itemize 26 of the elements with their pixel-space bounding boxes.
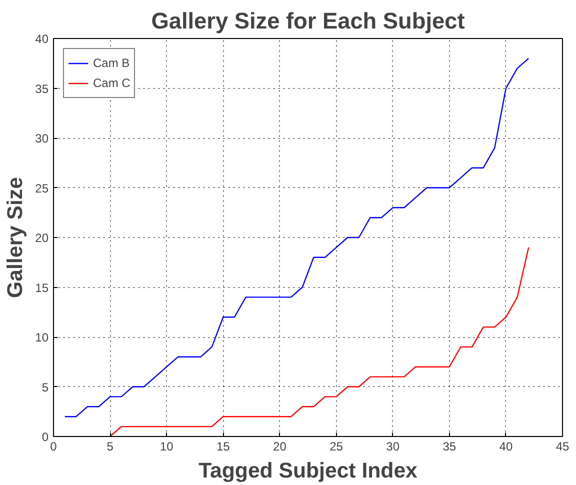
legend-label: Cam C — [93, 76, 130, 90]
x-tick-label: 40 — [499, 440, 513, 454]
y-tick-label: 35 — [35, 82, 49, 96]
y-axis-title: Gallery Size — [3, 176, 28, 298]
y-tick-label: 5 — [42, 380, 49, 394]
line-series — [109, 246, 530, 436]
chart-title: Gallery Size for Each Subject — [151, 8, 466, 34]
x-tick-label: 0 — [50, 440, 58, 454]
y-tick-label: 15 — [35, 280, 49, 295]
x-tick-label: 5 — [106, 440, 114, 454]
x-tick-label: 25 — [330, 440, 344, 454]
y-tick-label: 20 — [35, 231, 49, 245]
x-tick-label: 45 — [556, 440, 570, 454]
x-tick-label: 30 — [386, 440, 400, 454]
x-axis-title: Tagged Subject Index — [198, 458, 418, 482]
legend-label: Cam B — [93, 56, 130, 70]
x-tick-label: 10 — [160, 440, 174, 454]
y-tick-label: 10 — [35, 330, 49, 344]
y-tick-label: 30 — [35, 132, 49, 146]
x-tick-label: 35 — [442, 440, 456, 454]
x-tick-label: 15 — [216, 440, 230, 454]
y-tick-label: 25 — [35, 181, 49, 196]
line-series — [64, 58, 530, 418]
x-tick-label: 20 — [273, 440, 287, 454]
y-tick-label: 40 — [35, 32, 49, 46]
y-tick-label: 0 — [42, 430, 49, 444]
